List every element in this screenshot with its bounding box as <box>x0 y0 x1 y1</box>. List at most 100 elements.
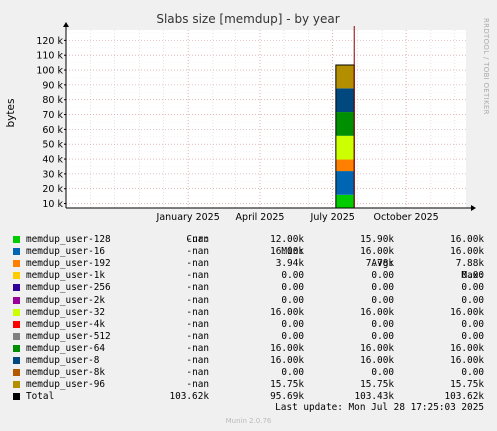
plot-area: 10 k 20 k 30 k 40 k 50 k 60 k 70 k 80 k 90 k 100 … <box>36 22 476 222</box>
plot-background <box>66 30 466 208</box>
munin-version: Munin 2.0.76 <box>225 417 272 425</box>
legend-swatch <box>13 393 20 401</box>
legend-name: memdup_user-192 <box>26 258 111 270</box>
legend-min: 16.00k <box>270 306 304 318</box>
legend-swatch <box>13 332 20 340</box>
col-avg-header: Avg: <box>371 258 394 270</box>
legend-avg: 16.00k <box>360 342 394 354</box>
legend: Cur: Min: Avg: Max: memdup_user-128 -nan 1… <box>12 222 490 403</box>
legend-max: 0.00 <box>461 282 484 294</box>
legend-max: 16.00k <box>450 342 484 354</box>
chart-title: Slabs size [memdup] - by year <box>156 12 339 26</box>
legend-swatch <box>13 369 20 377</box>
col-min-header: Min: <box>281 246 304 258</box>
legend-avg: 15.75k <box>360 379 394 391</box>
legend-avg: 0.00 <box>371 270 394 282</box>
legend-name: memdup_user-2k <box>26 294 106 306</box>
legend-avg: 0.00 <box>371 367 394 379</box>
legend-name: memdup_user-4k <box>26 318 106 330</box>
y-tick-label: 120 k <box>36 36 63 47</box>
legend-row: memdup_user-96 -nan 15.75k 15.75k 15.75k <box>12 379 490 391</box>
legend-cur: -nan <box>186 294 209 306</box>
legend-row: memdup_user-4k -nan 0.00 0.00 0.00 <box>12 319 490 331</box>
legend-name: memdup_user-128 <box>26 234 111 246</box>
legend-swatch <box>13 260 20 268</box>
legend-min: 0.00 <box>281 318 304 330</box>
legend-max: 103.62k <box>444 391 484 403</box>
legend-swatch <box>13 248 20 256</box>
y-tick-label: 70 k <box>42 110 63 121</box>
legend-max: 0.00 <box>461 270 484 282</box>
legend-avg: 16.00k <box>360 246 394 258</box>
legend-avg: 7.78k <box>365 258 394 270</box>
legend-name: memdup_user-16 <box>26 246 106 258</box>
legend-swatch <box>13 308 20 316</box>
legend-min: 15.75k <box>270 379 304 391</box>
legend-swatch <box>13 381 20 389</box>
x-tick-label: October 2025 <box>374 212 439 222</box>
legend-name: Total <box>26 391 55 403</box>
legend-max: 16.00k <box>450 234 484 246</box>
rrdtool-credit: RRDTOOL / TOBI OETIKER <box>482 18 490 115</box>
y-tick-label: 10 k <box>42 199 63 210</box>
legend-avg: 0.00 <box>371 330 394 342</box>
bar-segment <box>335 159 355 172</box>
col-cur-header: Cur: <box>186 234 209 246</box>
legend-min: 0.00 <box>281 270 304 282</box>
x-axis-arrow <box>471 205 476 211</box>
legend-max: 15.75k <box>450 379 484 391</box>
y-tick-label: 110 k <box>36 51 63 62</box>
legend-min: 0.00 <box>281 282 304 294</box>
legend-cur: -nan <box>186 246 209 258</box>
y-tick-label: 60 k <box>42 125 63 136</box>
legend-row: memdup_user-256 -nan 0.00 0.00 0.00 <box>12 282 490 294</box>
legend-swatch <box>13 296 20 304</box>
legend-name: memdup_user-256 <box>26 282 111 294</box>
legend-min: 0.00 <box>281 294 304 306</box>
legend-row: memdup_user-64 -nan 16.00k 16.00k 16.00k <box>12 343 490 355</box>
legend-row: memdup_user-192 -nan 3.94k 7.78k 7.88k <box>12 258 490 270</box>
legend-name: memdup_user-32 <box>26 306 106 318</box>
legend-row: memdup_user-1k -nan 0.00 0.00 0.00 <box>12 270 490 282</box>
legend-max: 16.00k <box>450 355 484 367</box>
legend-min: 0.00 <box>281 367 304 379</box>
legend-cur: -nan <box>186 318 209 330</box>
legend-cur: -nan <box>186 282 209 294</box>
bar-segment <box>335 64 355 89</box>
legend-swatch <box>13 320 20 328</box>
legend-name: memdup_user-1k <box>26 270 106 282</box>
chart: Slabs size [memdup] - by year bytes RRDT… <box>5 12 490 222</box>
legend-row: memdup_user-128 -nan 12.00k 15.90k 16.00k <box>12 234 490 246</box>
legend-avg: 103.43k <box>354 391 394 403</box>
legend-max: 16.00k <box>450 246 484 258</box>
y-tick-label: 50 k <box>42 140 63 151</box>
y-axis-arrow <box>63 22 69 27</box>
y-tick-label: 20 k <box>42 184 63 195</box>
bar-segment <box>335 171 355 195</box>
legend-cur: 103.62k <box>169 391 209 403</box>
legend-cur: -nan <box>186 234 209 246</box>
legend-avg: 0.00 <box>371 318 394 330</box>
x-tick-label: April 2025 <box>236 212 285 222</box>
bar-segment <box>335 112 355 136</box>
legend-min: 95.69k <box>270 391 304 403</box>
legend-avg: 0.00 <box>371 294 394 306</box>
legend-min: 16.00k <box>270 355 304 367</box>
col-max-header: Max: <box>461 270 484 282</box>
y-tick-label: 100 k <box>36 66 63 77</box>
legend-max: 7.88k <box>455 258 484 270</box>
legend-swatch <box>13 272 20 280</box>
legend-row: memdup_user-32 -nan 16.00k 16.00k 16.00k <box>12 307 490 319</box>
x-tick-label: July 2025 <box>310 212 355 222</box>
legend-cur: -nan <box>186 270 209 282</box>
legend-row: memdup_user-8 -nan 16.00k 16.00k 16.00k <box>12 355 490 367</box>
legend-row: Total 103.62k 95.69k 103.43k 103.62k <box>12 391 490 403</box>
legend-max: 0.00 <box>461 330 484 342</box>
legend-name: memdup_user-96 <box>26 379 106 391</box>
y-tick-label: 90 k <box>42 80 63 91</box>
legend-avg: 0.00 <box>371 282 394 294</box>
legend-row: memdup_user-16 -nan 16.00k 16.00k 16.00k <box>12 246 490 258</box>
legend-name: memdup_user-512 <box>26 330 111 342</box>
legend-cur: -nan <box>186 355 209 367</box>
legend-max: 16.00k <box>450 306 484 318</box>
